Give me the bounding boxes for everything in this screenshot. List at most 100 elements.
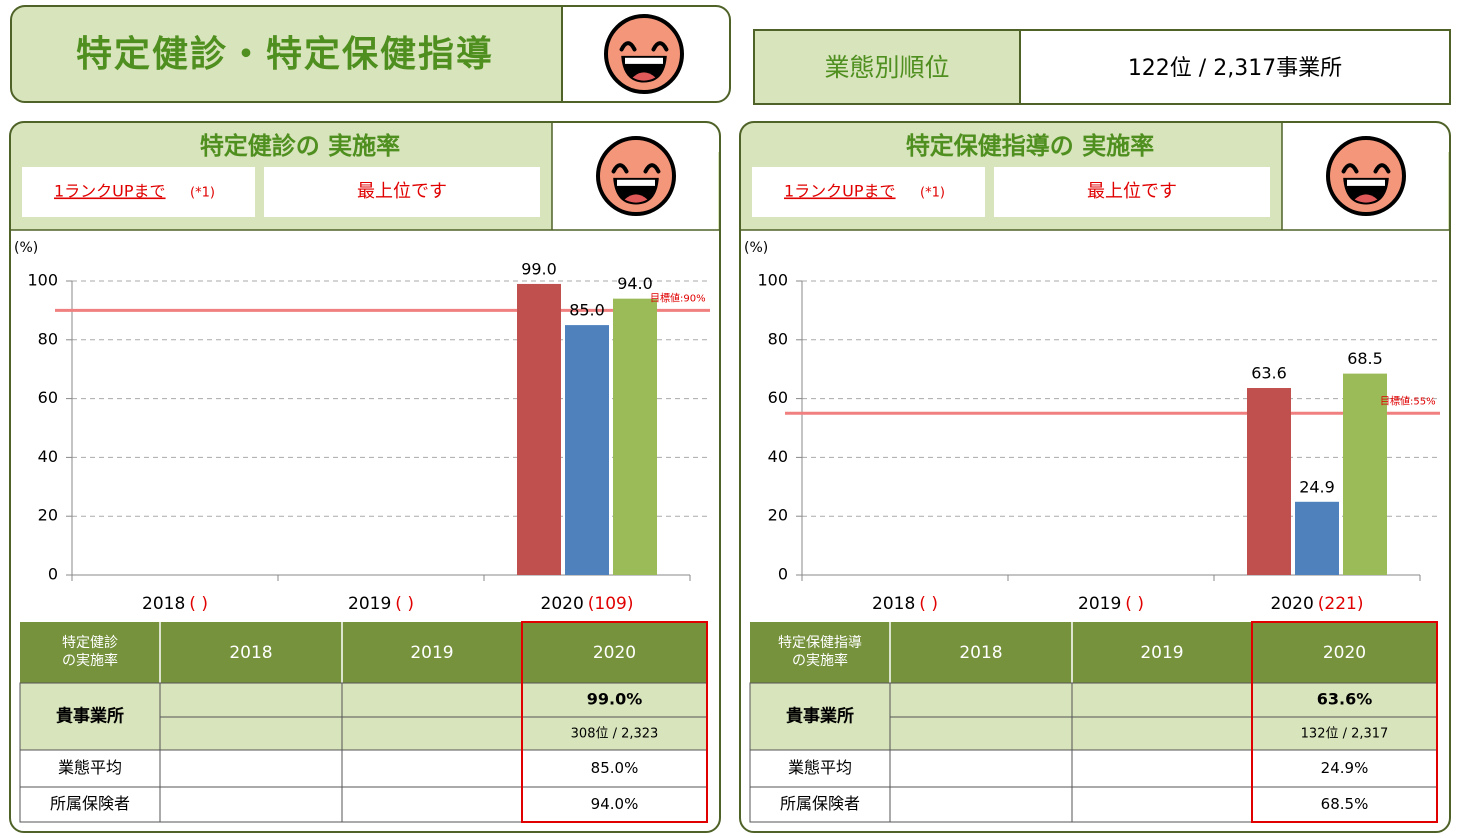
header-title: 特定健診・特定保健指導 xyxy=(76,34,494,75)
bar-value-label: 24.9 xyxy=(1299,477,1335,496)
y-tick-label: 40 xyxy=(768,447,788,466)
bar-value-label: 94.0 xyxy=(617,274,653,293)
rank-up-value: 最上位です xyxy=(1087,181,1177,202)
smiley-face xyxy=(1326,136,1406,216)
category-note: ( ) xyxy=(919,594,938,614)
rank-up-value-box xyxy=(264,167,540,217)
table-row-bg xyxy=(19,786,708,823)
category-note: (109) xyxy=(588,594,634,614)
rank-up-value-box xyxy=(994,167,1270,217)
category-year: 2018 xyxy=(142,594,185,614)
smiley-eye xyxy=(643,163,661,174)
y-tick-label: 100 xyxy=(27,271,58,290)
panel-border xyxy=(739,121,1451,833)
smiley-icon xyxy=(604,14,684,94)
table-row-label: 貴事業所 xyxy=(56,706,124,727)
rank-label-bg xyxy=(755,31,1020,103)
smiley-tongue xyxy=(624,194,648,203)
table-header-label: 2019 xyxy=(1140,643,1183,663)
y-tick-label: 0 xyxy=(48,565,58,584)
table-rank: 132位 / 2,317 xyxy=(1301,727,1389,742)
bar-value-label: 85.0 xyxy=(569,301,605,320)
panel-border xyxy=(9,121,721,833)
bar xyxy=(1295,501,1339,575)
table-header-bg xyxy=(20,622,707,683)
table-row-bg xyxy=(749,749,1438,788)
smiley-tongue xyxy=(632,72,656,81)
rank-label: 業態別順位 xyxy=(824,53,949,82)
x-tick-label: 2019( ) xyxy=(348,594,414,614)
category-note: ( ) xyxy=(1125,594,1144,614)
smiley-teeth xyxy=(625,57,663,64)
table-row-label: 業態平均 xyxy=(58,758,122,777)
bar xyxy=(1343,373,1387,575)
x-tick-label: 2018( ) xyxy=(142,594,208,614)
table-header-label: の実施率 xyxy=(792,652,848,669)
bar xyxy=(565,325,609,575)
table-row-label: 貴事業所 xyxy=(786,706,854,727)
table-row-label: 所属保険者 xyxy=(50,794,130,813)
table-row-label: 業態平均 xyxy=(788,758,852,777)
table-value: 63.6% xyxy=(1317,690,1373,709)
rank-up-box xyxy=(752,167,985,217)
y-tick-label: 80 xyxy=(38,329,58,348)
table-header-label: の実施率 xyxy=(62,652,118,669)
smiley-eye xyxy=(619,41,637,52)
smiley-icon xyxy=(1326,136,1406,216)
panel-title: 特定保健指導の 実施率 xyxy=(906,132,1154,160)
y-axis-label: (%) xyxy=(744,240,768,256)
bar-value-label: 63.6 xyxy=(1251,364,1287,383)
rank-up-note: (*1) xyxy=(190,186,215,201)
category-year: 2020 xyxy=(541,594,584,614)
category-note: (221) xyxy=(1318,594,1364,614)
smiley-eye xyxy=(1341,163,1359,174)
rank-up-note: (*1) xyxy=(920,186,945,201)
header-border xyxy=(10,5,731,103)
y-tick-label: 100 xyxy=(757,271,788,290)
table-highlight xyxy=(1251,621,1438,823)
smiley-face xyxy=(604,14,684,94)
table-value: 85.0% xyxy=(591,759,639,777)
x-tick-label: 2019( ) xyxy=(1078,594,1144,614)
bar-value-label: 99.0 xyxy=(521,259,557,278)
category-note: ( ) xyxy=(395,594,414,614)
target-label: 目標値:55% xyxy=(1380,394,1436,407)
bar xyxy=(517,283,561,575)
smiley-teeth xyxy=(1347,179,1385,186)
table-highlight xyxy=(521,621,708,823)
y-tick-label: 20 xyxy=(38,506,58,525)
category-note: ( ) xyxy=(189,594,208,614)
table-rank: 308位 / 2,323 xyxy=(571,727,659,742)
category-year: 2020 xyxy=(1271,594,1314,614)
y-tick-label: 80 xyxy=(768,329,788,348)
y-tick-label: 40 xyxy=(38,447,58,466)
table-row-bg xyxy=(19,749,708,788)
smiley-icon xyxy=(596,136,676,216)
rank-up-label: 1ランクUPまで xyxy=(54,182,166,201)
rank-up-value: 最上位です xyxy=(357,181,447,202)
table-row-label: 所属保険者 xyxy=(780,794,860,813)
table-header-label: 2020 xyxy=(1323,643,1366,663)
table-value: 68.5% xyxy=(1321,795,1369,813)
table-header-label: 特定保健指導 xyxy=(778,635,862,651)
smiley-eye xyxy=(611,163,629,174)
smiley-tongue xyxy=(1354,194,1378,203)
smiley-teeth xyxy=(617,179,655,186)
rank-up-label: 1ランクUPまで xyxy=(784,182,896,201)
x-tick-label: 2018( ) xyxy=(872,594,938,614)
category-year: 2019 xyxy=(348,594,391,614)
table-header-label: 2019 xyxy=(410,643,453,663)
x-tick-label: 2020 (221) xyxy=(1271,594,1364,614)
table-header-bg xyxy=(750,622,1437,683)
y-tick-label: 60 xyxy=(38,388,58,407)
table-value: 24.9% xyxy=(1321,759,1369,777)
category-year: 2019 xyxy=(1078,594,1121,614)
table-header-label: 特定健診 xyxy=(62,635,118,651)
x-tick-label: 2020 (109) xyxy=(541,594,634,614)
table-value: 99.0% xyxy=(587,690,643,709)
table-header-label: 2018 xyxy=(959,643,1002,663)
rank-up-box xyxy=(22,167,255,217)
bar xyxy=(1247,388,1291,575)
table-header-label: 2018 xyxy=(229,643,272,663)
